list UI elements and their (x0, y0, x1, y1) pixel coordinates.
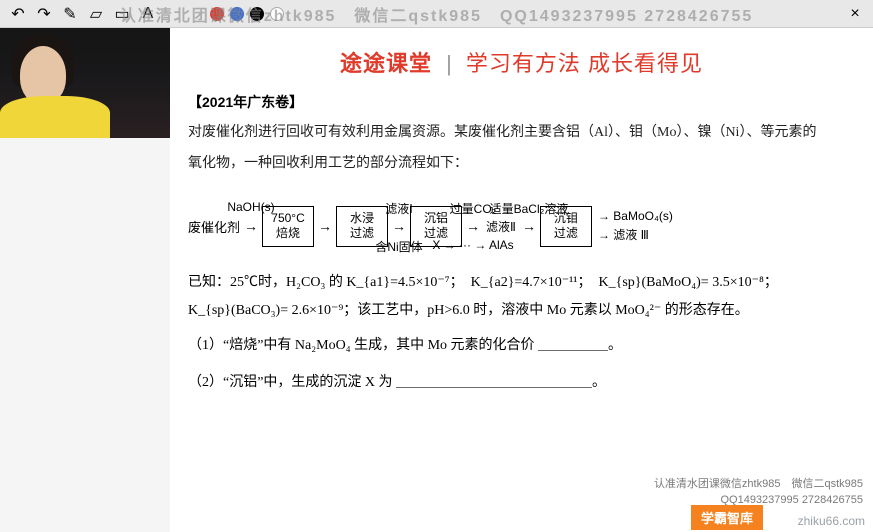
eraser-icon[interactable]: ▭ (112, 4, 132, 24)
known-conditions: 已知：25℃时，H₂CO₃ 的 K_{a1}=4.5×10⁻⁷； K_{a2}=… (188, 269, 855, 325)
question-1: （1）“焙烧”中有 Na₂MoO₄ 生成，其中 Mo 元素的化合价 ＿＿＿＿＿。 (188, 331, 855, 362)
arrow4-mid-label: 滤液Ⅱ (486, 218, 516, 235)
highlighter-icon[interactable]: ▱ (86, 4, 106, 24)
brand-badge: 学霸智库 (691, 505, 763, 530)
presenter-body (0, 96, 110, 138)
flow-arrow-5: → 适量BaCl₂溶液 (522, 218, 536, 234)
close-icon[interactable]: × (845, 4, 865, 24)
text-icon[interactable]: A (138, 4, 158, 24)
pen-icon[interactable]: ✎ (60, 4, 80, 24)
arrow4-bottom-label: X → ··· → AlAs (432, 238, 513, 252)
brand-separator: | (446, 51, 452, 76)
slide-content: 途途课堂 | 学习有方法 成长看得见 【2021年广东卷】 对废催化剂进行回收可… (170, 28, 873, 532)
annotation-toolbar: ↶ ↷ ✎ ▱ ▭ A × (0, 0, 873, 28)
known-line1: 已知：25℃时，H₂CO₃ 的 K_{a1}=4.5×10⁻⁷； K_{a2}=… (188, 269, 855, 297)
flow-output-2: → 滤液 Ⅲ (598, 226, 673, 243)
problem-line1: 对废催化剂进行回收可有效利用金属资源。某废催化剂主要含铝（Al）、钼（Mo）、镍… (188, 118, 855, 149)
flow-output-1: → BaMoO₄(s) (598, 209, 673, 223)
flow-arrow-1: → NaOH(s) (244, 218, 258, 234)
flow-outputs: → BaMoO₄(s) → 滤液 Ⅲ (598, 209, 673, 243)
question-2: （2）“沉铝”中，生成的沉淀 X 为 ＿＿＿＿＿＿＿＿＿＿＿＿＿＿。 (188, 368, 855, 399)
main-area: 途途课堂 | 学习有方法 成长看得见 【2021年广东卷】 对废催化剂进行回收可… (0, 28, 873, 532)
flow-arrow-2: → (318, 218, 332, 234)
watermark-bottom-line1: 认准清水团课微信zhtk985 微信二qstk985 (654, 477, 863, 492)
site-url: zhiku66.com (798, 514, 865, 528)
brand-slogan: 学习有方法 成长看得见 (466, 51, 703, 76)
color-blue-icon[interactable] (230, 7, 244, 21)
presenter-webcam (0, 28, 170, 138)
undo-icon[interactable]: ↶ (8, 4, 28, 24)
process-flowchart: 废催化剂 → NaOH(s) 750°C 焙烧 → 水浸 过滤 → 滤液Ⅰ 含N… (188, 206, 855, 247)
color-red-icon[interactable] (210, 7, 224, 21)
arrow5-top-label: 适量BaCl₂溶液 (490, 200, 569, 217)
problem-statement: 对废催化剂进行回收可有效利用金属资源。某废催化剂主要含铝（Al）、钼（Mo）、镍… (188, 118, 855, 180)
flow-arrow-4: → 过量CO₂ X → ··· → AlAs (466, 218, 480, 234)
arrow3-mid-label: 滤液Ⅰ (385, 200, 413, 217)
problem-line2: 氧化物，一种回收利用工艺的部分流程如下： (188, 149, 855, 180)
flow-arrow-3: → 滤液Ⅰ 含Ni固体 (392, 218, 406, 234)
flow-input-label: 废催化剂 (188, 217, 240, 236)
color-black-icon[interactable] (250, 7, 264, 21)
watermark-bottom: 认准清水团课微信zhtk985 微信二qstk985 QQ1493237995 … (654, 477, 863, 508)
known-line2: K_{sp}(BaCO₃)= 2.6×10⁻⁹；该工艺中，pH>6.0 时，溶液… (188, 297, 855, 325)
brand-header: 途途课堂 | 学习有方法 成长看得见 (188, 46, 855, 78)
arrow1-top-label: NaOH(s) (227, 200, 274, 214)
redo-icon[interactable]: ↷ (34, 4, 54, 24)
color-white-icon[interactable] (270, 7, 284, 21)
brand-name: 途途课堂 (340, 51, 432, 76)
arrow3-bottom-label: 含Ni固体 (375, 238, 422, 255)
exam-source: 【2021年广东卷】 (188, 92, 855, 112)
